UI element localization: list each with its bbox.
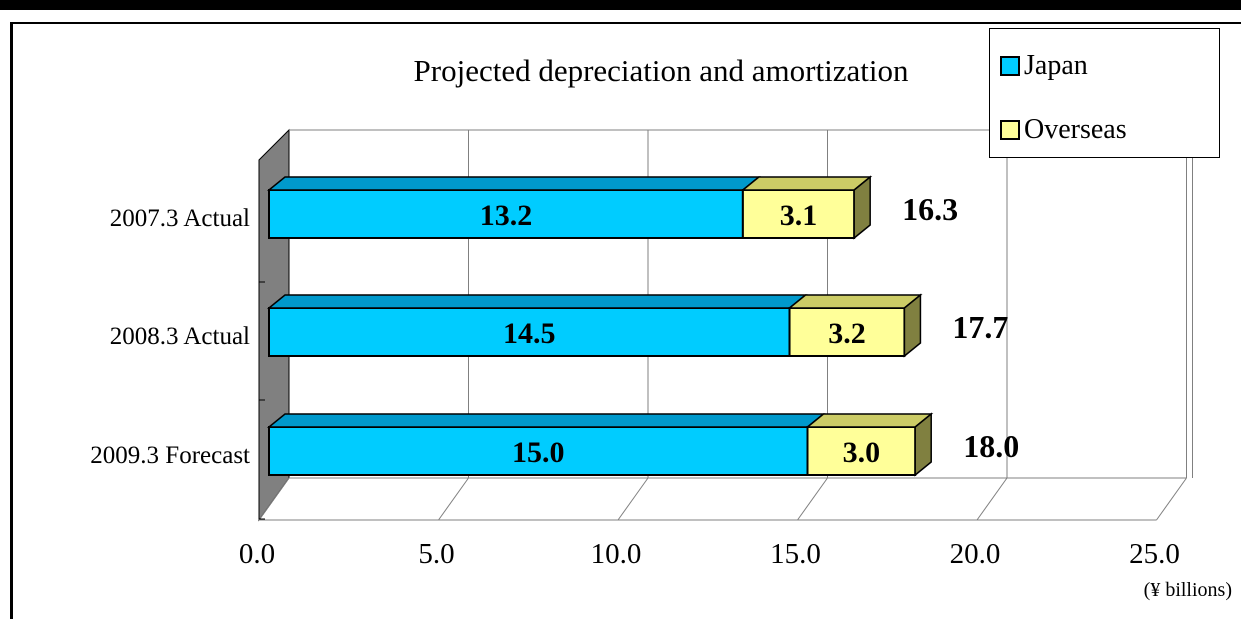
bar-overseas-2007-3-actual <box>741 189 856 239</box>
legend: Japan Overseas <box>989 28 1220 158</box>
bar-top-japan-2009-3-forecast <box>266 413 826 428</box>
total-label-2007-3-actual: 16.3 <box>902 191 958 227</box>
data-label-overseas-2009-3-forecast: 3.0 <box>843 436 881 469</box>
data-label-japan-2008-3-actual: 14.5 <box>503 317 556 350</box>
floor-diagonal-4 <box>976 477 1008 521</box>
bar-top-japan-2007-3-actual <box>266 176 761 191</box>
x-tick-label-15-0: 15.0 <box>770 538 821 570</box>
legend-item-overseas: Overseas <box>1000 114 1127 145</box>
data-label-japan-2009-3-forecast: 15.0 <box>512 436 565 469</box>
bar-side-2008-3-actual <box>903 293 922 358</box>
data-label-japan-2007-3-actual: 13.2 <box>480 199 533 232</box>
bar-side-2007-3-actual <box>853 175 871 240</box>
x-tick-label-25-0: 25.0 <box>1129 538 1180 570</box>
chart-title: Projected depreciation and amortization <box>414 53 909 88</box>
legend-label-overseas: Overseas <box>1024 114 1127 145</box>
legend-label-japan: Japan <box>1024 50 1088 81</box>
chart-frame <box>10 22 1241 619</box>
category-label-2007-3-actual: 2007.3 Actual <box>110 205 250 232</box>
bar-top-overseas-2007-3-actual <box>740 176 873 191</box>
category-label-2009-3-forecast: 2009.3 Forecast <box>90 442 250 469</box>
x-axis-unit-label: (¥ billions) <box>1144 579 1232 601</box>
x-tick-label-5-0: 5.0 <box>418 538 454 570</box>
bar-japan-2007-3-actual <box>268 189 744 239</box>
bar-top-overseas-2008-3-actual <box>787 294 923 309</box>
x-tick-label-10-0: 10.0 <box>591 538 642 570</box>
bar-side-2009-3-forecast <box>914 412 932 477</box>
floor-diagonal-2 <box>617 477 649 521</box>
x-tick-label-0-0: 0.0 <box>239 538 275 570</box>
total-label-2009-3-forecast: 18.0 <box>963 428 1019 464</box>
floor-diagonal-5 <box>1156 477 1187 521</box>
floor-diagonal-1 <box>438 477 469 521</box>
legend-swatch-overseas <box>1000 120 1020 140</box>
bar-japan-2008-3-actual <box>268 307 791 357</box>
data-label-overseas-2008-3-actual: 3.2 <box>828 317 866 350</box>
legend-item-japan: Japan <box>1000 50 1088 81</box>
total-label-2008-3-actual: 17.7 <box>952 309 1008 345</box>
x-tick-label-20-0: 20.0 <box>950 538 1001 570</box>
bar-top-japan-2008-3-actual <box>266 294 808 309</box>
bar-top-overseas-2009-3-forecast <box>805 413 934 428</box>
bar-japan-2009-3-forecast <box>268 426 809 476</box>
top-rule <box>0 0 1241 10</box>
floor-diagonal-0 <box>258 477 290 521</box>
legend-swatch-japan <box>1000 56 1020 76</box>
data-label-overseas-2007-3-actual: 3.1 <box>780 199 818 232</box>
category-label-2008-3-actual: 2008.3 Actual <box>110 323 250 350</box>
floor-diagonal-3 <box>797 477 828 521</box>
